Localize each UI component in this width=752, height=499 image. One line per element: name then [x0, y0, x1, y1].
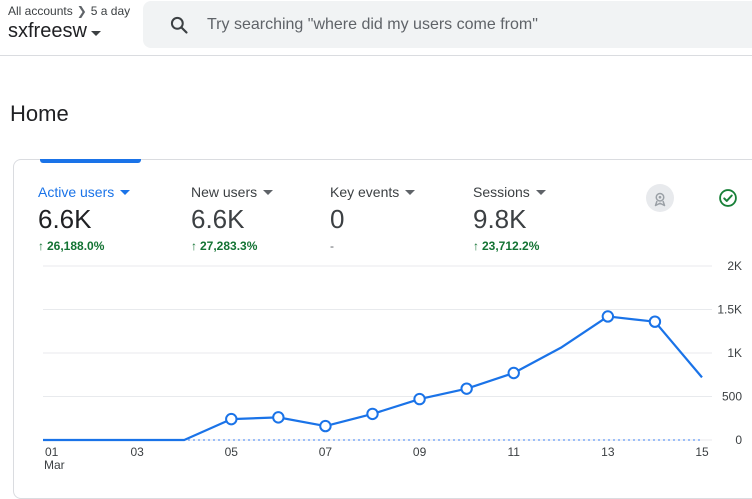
x-tick-label: 03 [130, 445, 144, 459]
y-tick-label: 1K [727, 346, 742, 360]
metric-value: 6.6K [191, 204, 245, 234]
x-tick-label: 01 [45, 445, 59, 459]
data-point [225, 412, 238, 426]
metric-label: Active users [38, 184, 115, 200]
insights-icon [654, 192, 666, 207]
metric-change-value: 27,283.3% [200, 239, 258, 253]
metric-value: 6.6K [38, 204, 92, 234]
caret-down-icon[interactable] [535, 189, 546, 195]
data-point [507, 366, 520, 380]
x-tick-label: 13 [601, 445, 615, 459]
x-tick-label: 09 [413, 445, 427, 459]
active-tab-indicator [40, 159, 141, 163]
account-selector[interactable]: All accounts ❯ 5 a day sxfreesw [8, 4, 130, 43]
metric-change-value: - [330, 239, 334, 253]
search-icon [170, 16, 188, 34]
metric-change-value: 26,188.0% [47, 239, 105, 253]
x-tick-label: 05 [225, 445, 239, 459]
data-point [366, 407, 379, 421]
data-point [648, 315, 662, 328]
x-tick-label: 11 [507, 445, 520, 459]
metric-change: ↑ 26,188.0% [38, 239, 130, 253]
arrow-up-icon: ↑ [473, 239, 479, 253]
metric-key-events[interactable]: Key events 0 - [330, 184, 416, 253]
top-bar: All accounts ❯ 5 a day sxfreesw [0, 0, 752, 56]
chevron-right-icon: ❯ [76, 4, 87, 18]
breadcrumb-account[interactable]: 5 a day [90, 4, 131, 18]
metric-label: Sessions [473, 184, 530, 200]
caret-down-icon [90, 30, 101, 36]
y-tick-label: 0 [735, 433, 742, 447]
data-point [319, 419, 332, 433]
arrow-up-icon: ↑ [191, 239, 197, 253]
y-tick-label: 1.5K [717, 303, 742, 317]
caret-down-icon[interactable] [120, 189, 131, 195]
x-tick-label: 15 [695, 445, 709, 459]
metric-label: New users [191, 184, 258, 200]
property-selector[interactable]: sxfreesw [8, 20, 130, 43]
metric-change: - [330, 239, 415, 253]
metric-change: ↑ 23,712.2% [473, 239, 546, 253]
metric-change: ↑ 27,283.3% [191, 239, 273, 253]
x-tick-label: 07 [319, 445, 333, 459]
caret-down-icon[interactable] [263, 189, 274, 195]
metric-active-users[interactable]: Active users 6.6K ↑ 26,188.0% [38, 184, 131, 253]
y-tick-label: 500 [722, 390, 742, 404]
check-circle-icon [719, 189, 737, 207]
insights-badge[interactable] [646, 184, 674, 212]
search-bar[interactable] [143, 1, 752, 48]
property-name: sxfreesw [8, 20, 87, 42]
status-badge[interactable] [714, 184, 742, 212]
data-point [413, 392, 426, 406]
metric-sessions[interactable]: Sessions 9.8K ↑ 23,712.2% [473, 184, 546, 253]
data-point [460, 382, 473, 395]
breadcrumb-root[interactable]: All accounts [8, 4, 73, 18]
active-users-chart: 01 03 05 07 09 11 13 15 Mar 2K 1.5K 1K 500 0 [43, 259, 742, 472]
caret-down-icon[interactable] [405, 189, 416, 195]
y-tick-label: 2K [727, 259, 742, 273]
data-point [601, 310, 615, 323]
page-title: Home [10, 101, 69, 126]
arrow-up-icon: ↑ [38, 239, 44, 253]
metric-new-users[interactable]: New users 6.6K ↑ 27,283.3% [191, 184, 274, 253]
metric-value: 0 [330, 204, 345, 234]
x-month-label: Mar [44, 458, 65, 472]
metric-change-value: 23,712.2% [482, 239, 540, 253]
metric-label: Key events [330, 184, 400, 200]
breadcrumb: All accounts ❯ 5 a day [8, 4, 130, 18]
search-input[interactable] [207, 15, 707, 34]
active-users-series-line [43, 315, 703, 442]
metric-value: 9.8K [473, 204, 527, 234]
overview-card: Active users 6.6K ↑ 26,188.0% New users 6… [13, 159, 752, 499]
data-point [272, 411, 285, 424]
